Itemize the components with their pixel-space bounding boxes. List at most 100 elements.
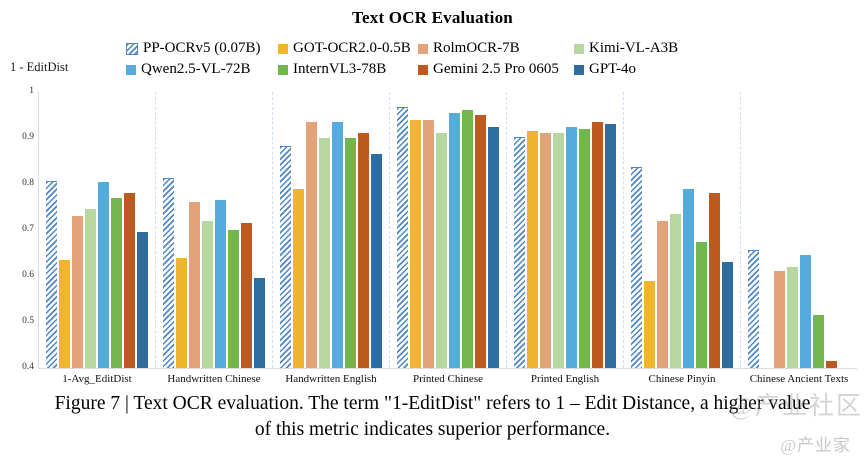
bar (748, 249, 759, 368)
legend-label: Qwen2.5-VL-72B (141, 61, 251, 77)
chart-legend: PP-OCRv5 (0.07B) GOT-OCR2.0-0.5B RolmOCR-7… (126, 40, 759, 78)
category-label: Handwritten Chinese (167, 373, 261, 385)
bar (657, 220, 668, 368)
legend-item: Kimi-VL-A3B (574, 40, 759, 57)
bar (397, 107, 408, 368)
bar (514, 137, 525, 368)
bar (332, 121, 343, 368)
category-label: 1-Avg_EditDist (62, 373, 132, 385)
bar (605, 124, 616, 368)
chart-title: Text OCR Evaluation (352, 8, 513, 27)
legend-item: PP-OCRv5 (0.07B) (126, 40, 278, 57)
legend-label: RolmOCR-7B (433, 40, 520, 56)
bar (59, 259, 70, 368)
y-tick-label: 0.7 (22, 224, 34, 234)
bar-group: 1-Avg_EditDist (39, 92, 156, 385)
bar (553, 133, 564, 368)
legend-label: Kimi-VL-A3B (589, 40, 679, 56)
y-tick-label: 0.8 (22, 178, 34, 188)
legend-label: InternVL3-78B (293, 61, 387, 77)
category-label: Printed Chinese (413, 373, 483, 385)
bar-groups: 1-Avg_EditDist Handwritten Chinese Handwri… (39, 92, 857, 385)
y-tick-label: 0.5 (22, 316, 34, 326)
bar-group: Handwritten Chinese (156, 92, 273, 385)
figure-caption: Figure 7 | Text OCR evaluation. The term… (0, 391, 865, 442)
legend-swatch-icon (418, 64, 428, 75)
bar (800, 255, 811, 368)
bar (124, 193, 135, 368)
legend-item: InternVL3-78B (278, 61, 418, 78)
bar (475, 115, 486, 368)
bar (46, 180, 57, 368)
legend-swatch-icon (126, 42, 138, 55)
bar (72, 216, 83, 368)
bar (488, 126, 499, 368)
bar (774, 271, 785, 368)
legend-swatch-icon (278, 43, 288, 54)
bar (462, 110, 473, 368)
category-label: Chinese Pinyin (648, 373, 716, 385)
bar (436, 133, 447, 368)
bar (696, 241, 707, 368)
bar (579, 128, 590, 368)
bar (410, 119, 421, 368)
bar (85, 209, 96, 368)
bar-group: Printed English (507, 92, 624, 385)
legend-item: GPT-4o (574, 61, 759, 78)
legend-swatch-icon (574, 43, 584, 54)
bar (644, 280, 655, 368)
y-tick-label: 1 (29, 86, 34, 96)
bar (566, 126, 577, 368)
bar (163, 178, 174, 368)
legend-label: Gemini 2.5 Pro 0605 (433, 61, 559, 77)
legend-item: Gemini 2.5 Pro 0605 (418, 61, 574, 78)
bar (670, 213, 681, 368)
y-tick-label: 0.9 (22, 132, 34, 142)
bar (306, 121, 317, 368)
bar (631, 166, 642, 368)
bar (111, 197, 122, 368)
bar-chart-plot-area: 1 0.9 0.8 0.7 0.6 0.5 0.4 1-Avg_EditDist Handwr… (22, 86, 857, 385)
bar (189, 202, 200, 368)
bar (813, 315, 824, 368)
bar (826, 361, 837, 368)
y-tick-label: 0.4 (22, 362, 34, 372)
bar (722, 262, 733, 368)
bar (280, 146, 291, 368)
watermark-corner: @产业家 (780, 436, 851, 455)
legend-item: GOT-OCR2.0-0.5B (278, 40, 418, 57)
bar (254, 278, 265, 368)
bar-group: Handwritten English (273, 92, 390, 385)
legend-swatch-icon (278, 64, 288, 75)
legend-label: GOT-OCR2.0-0.5B (293, 40, 411, 56)
bar (241, 223, 252, 368)
bar (449, 112, 460, 368)
caption-line-1: Figure 7 | Text OCR evaluation. The term… (54, 393, 811, 414)
bar (293, 188, 304, 368)
bar (215, 200, 226, 368)
caption-line-2: of this metric indicates superior perfor… (254, 418, 611, 440)
legend-item: RolmOCR-7B (418, 40, 574, 57)
bar (787, 266, 798, 368)
legend-swatch-icon (574, 64, 584, 75)
bar (527, 131, 538, 368)
legend-swatch-icon (126, 64, 136, 75)
bar (540, 133, 551, 368)
bar (98, 181, 109, 368)
bar (358, 133, 369, 368)
legend-item: Qwen2.5-VL-72B (126, 61, 278, 78)
legend-label: PP-OCRv5 (0.07B) (143, 40, 261, 56)
bar (202, 220, 213, 368)
bar (709, 193, 720, 368)
bar (345, 138, 356, 368)
bar (683, 188, 694, 368)
category-label: Handwritten English (285, 373, 377, 385)
bar (176, 257, 187, 368)
y-tick-label: 0.6 (22, 270, 34, 280)
category-label: Printed English (530, 373, 600, 385)
bar (371, 154, 382, 368)
legend-label: GPT-4o (589, 61, 636, 77)
bar (319, 138, 330, 368)
bar (592, 121, 603, 368)
